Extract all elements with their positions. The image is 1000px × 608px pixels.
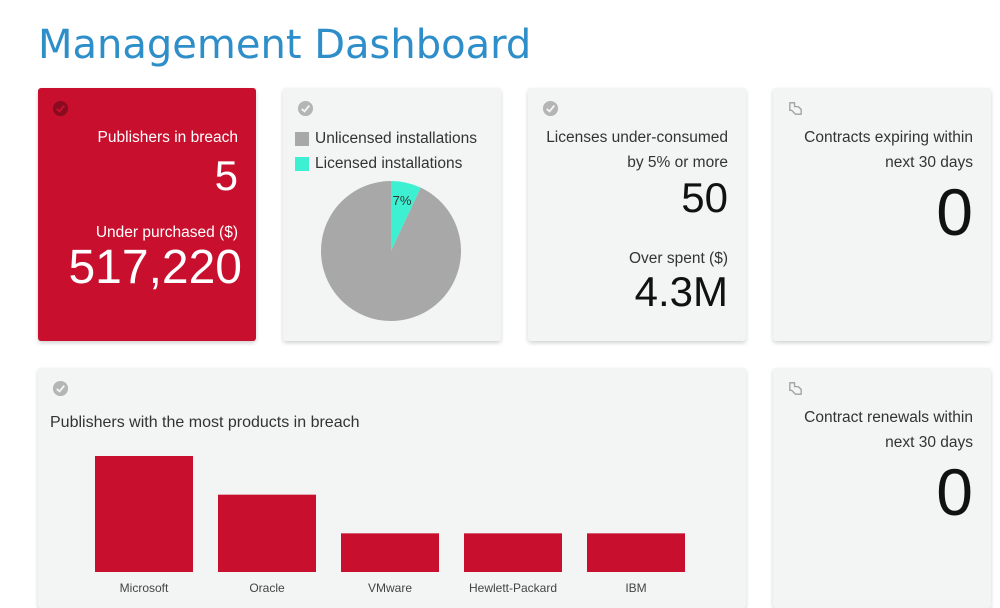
bar-label-microsoft: Microsoft [120, 581, 169, 595]
check-circle-icon [52, 100, 69, 117]
contracts-expiring-tile[interactable]: Contracts expiring within next 30 days 0 [773, 88, 991, 341]
contract-renewals-label-2: next 30 days [885, 434, 973, 451]
licenses-under-consumed-label-1: Licenses under-consumed [546, 129, 728, 146]
pie-legend: Unlicensed installations Licensed instal… [295, 126, 477, 176]
contract-hand-icon [789, 382, 802, 395]
publishers-in-breach-tile[interactable]: Publishers in breach 5 Under purchased (… [38, 88, 256, 341]
chart-title: Publishers with the most products in bre… [50, 414, 360, 431]
bar-ibm[interactable] [587, 533, 685, 572]
publishers-bar-chart: Microsoft Oracle VMware Hewlett-Packard IBM [95, 456, 685, 595]
pie-data-label: 7% [393, 193, 412, 208]
licenses-under-consumed-value: 50 [681, 174, 728, 221]
contracts-expiring-label-2: next 30 days [885, 154, 973, 171]
page-title: Management Dashboard [38, 22, 532, 68]
contracts-expiring-value: 0 [936, 175, 973, 249]
publishers-breach-chart-tile[interactable]: Publishers with the most products in bre… [38, 368, 746, 608]
legend-item-unlicensed: Unlicensed installations [295, 126, 477, 151]
check-circle-icon [542, 100, 559, 117]
installations-tile[interactable]: Unlicensed installations Licensed instal… [283, 88, 501, 341]
legend-item-licensed: Licensed installations [295, 151, 477, 176]
bar-hewlett-packard[interactable] [464, 533, 562, 572]
legend-label-unlicensed: Unlicensed installations [315, 129, 477, 147]
licenses-under-consumed-label-2: by 5% or more [627, 154, 728, 171]
bar-label-hewlett-packard: Hewlett-Packard [469, 581, 557, 595]
installations-pie-chart: 7% [320, 181, 461, 322]
licenses-tile[interactable]: Licenses under-consumed by 5% or more 50… [528, 88, 746, 341]
bar-oracle[interactable] [218, 494, 316, 572]
bar-microsoft[interactable] [95, 456, 193, 572]
legend-swatch-licensed [295, 156, 309, 171]
pie-slice-unlicensed [320, 181, 461, 322]
contract-hand-icon [789, 102, 802, 115]
over-spent-label: Over spent ($) [628, 250, 728, 267]
bar-label-vmware: VMware [368, 581, 412, 595]
contract-renewals-label-1: Contract renewals within [804, 409, 973, 426]
pie-slice-licensed [391, 181, 421, 251]
check-circle-icon [52, 380, 69, 397]
legend-label-licensed: Licensed installations [315, 154, 463, 172]
contract-renewals-value: 0 [936, 455, 973, 529]
publishers-in-breach-label: Publishers in breach [97, 129, 238, 146]
check-circle-icon [297, 100, 314, 117]
under-purchased-value: 517,220 [68, 241, 242, 294]
bar-label-ibm: IBM [625, 581, 646, 595]
contracts-expiring-label-1: Contracts expiring within [804, 129, 973, 146]
bar-label-oracle: Oracle [249, 581, 285, 595]
over-spent-value: 4.3M [634, 268, 728, 315]
legend-swatch-unlicensed [295, 131, 309, 146]
publishers-in-breach-value: 5 [214, 152, 238, 199]
contract-renewals-tile[interactable]: Contract renewals within next 30 days 0 [773, 368, 991, 608]
bar-vmware[interactable] [341, 533, 439, 572]
under-purchased-label: Under purchased ($) [95, 224, 238, 241]
